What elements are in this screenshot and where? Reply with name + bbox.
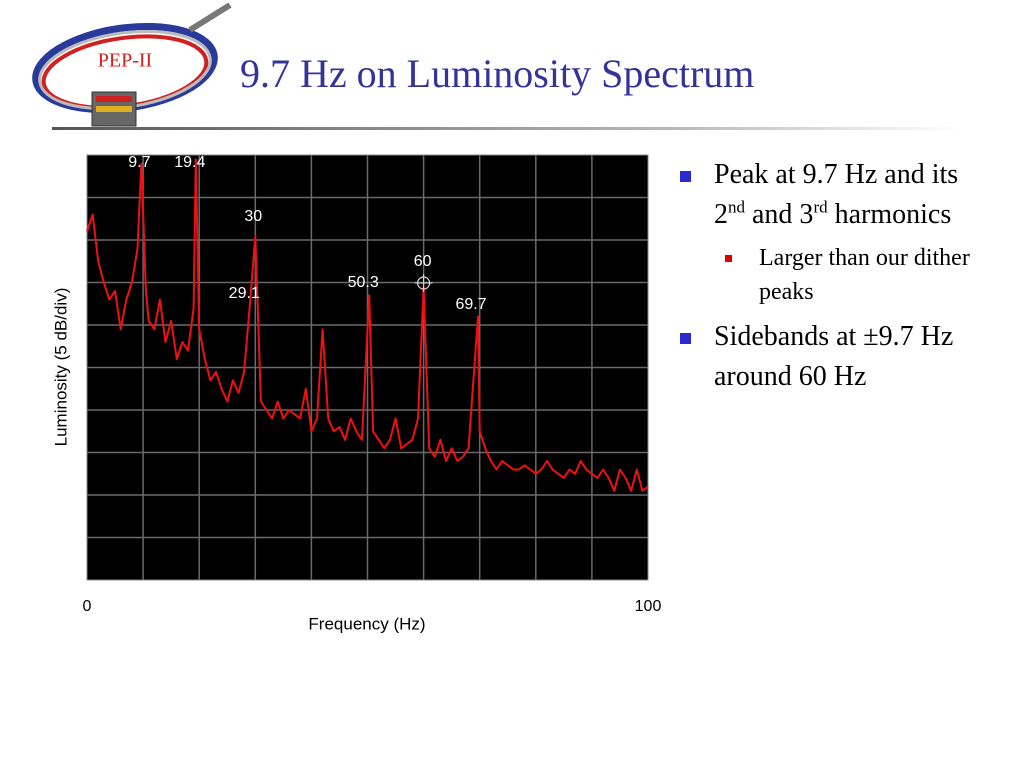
- superscript: rd: [813, 197, 828, 217]
- peak-label: 9.7: [128, 154, 150, 171]
- title-rule: [52, 127, 962, 130]
- bullet-list: Peak at 9.7 Hz and its 2nd and 3rd harmo…: [680, 155, 970, 403]
- superscript: nd: [728, 197, 745, 217]
- bullet: Peak at 9.7 Hz and its 2nd and 3rd harmo…: [680, 155, 970, 235]
- peak-label: 69.7: [455, 296, 486, 313]
- peak-label: 30: [244, 208, 262, 225]
- bullet-text: Peak at 9.7 Hz and its 2: [714, 159, 959, 230]
- peak-label: 60: [414, 253, 432, 270]
- x-tick-label: 100: [635, 598, 662, 615]
- chart: 0 100 Frequency (Hz) Luminosity (5 dB/div) 9…: [51, 154, 661, 633]
- spectrum-line: [86, 158, 649, 492]
- peak-label: 19.4: [174, 154, 205, 171]
- bullet-text: and 3: [745, 199, 814, 230]
- bullet-text: Sidebands at ±9.7 Hz around 60 Hz: [714, 321, 954, 392]
- peak-label: 50.3: [348, 274, 379, 291]
- bullet-text: harmonics: [827, 199, 952, 230]
- slide-title: 9.7 Hz on Luminosity Spectrum: [240, 51, 754, 96]
- x-tick-label: 0: [83, 598, 92, 615]
- bullet: Sidebands at ±9.7 Hz around 60 Hz: [680, 317, 970, 397]
- x-axis-label: Frequency (Hz): [308, 614, 425, 633]
- logo: PEP-II: [32, 2, 232, 127]
- peak-label: 29.1: [229, 285, 260, 302]
- logo-text: PEP-II: [98, 50, 152, 72]
- sub-bullet: Larger than our dither peaks: [725, 241, 970, 309]
- y-axis-label: Luminosity (5 dB/div): [51, 288, 70, 447]
